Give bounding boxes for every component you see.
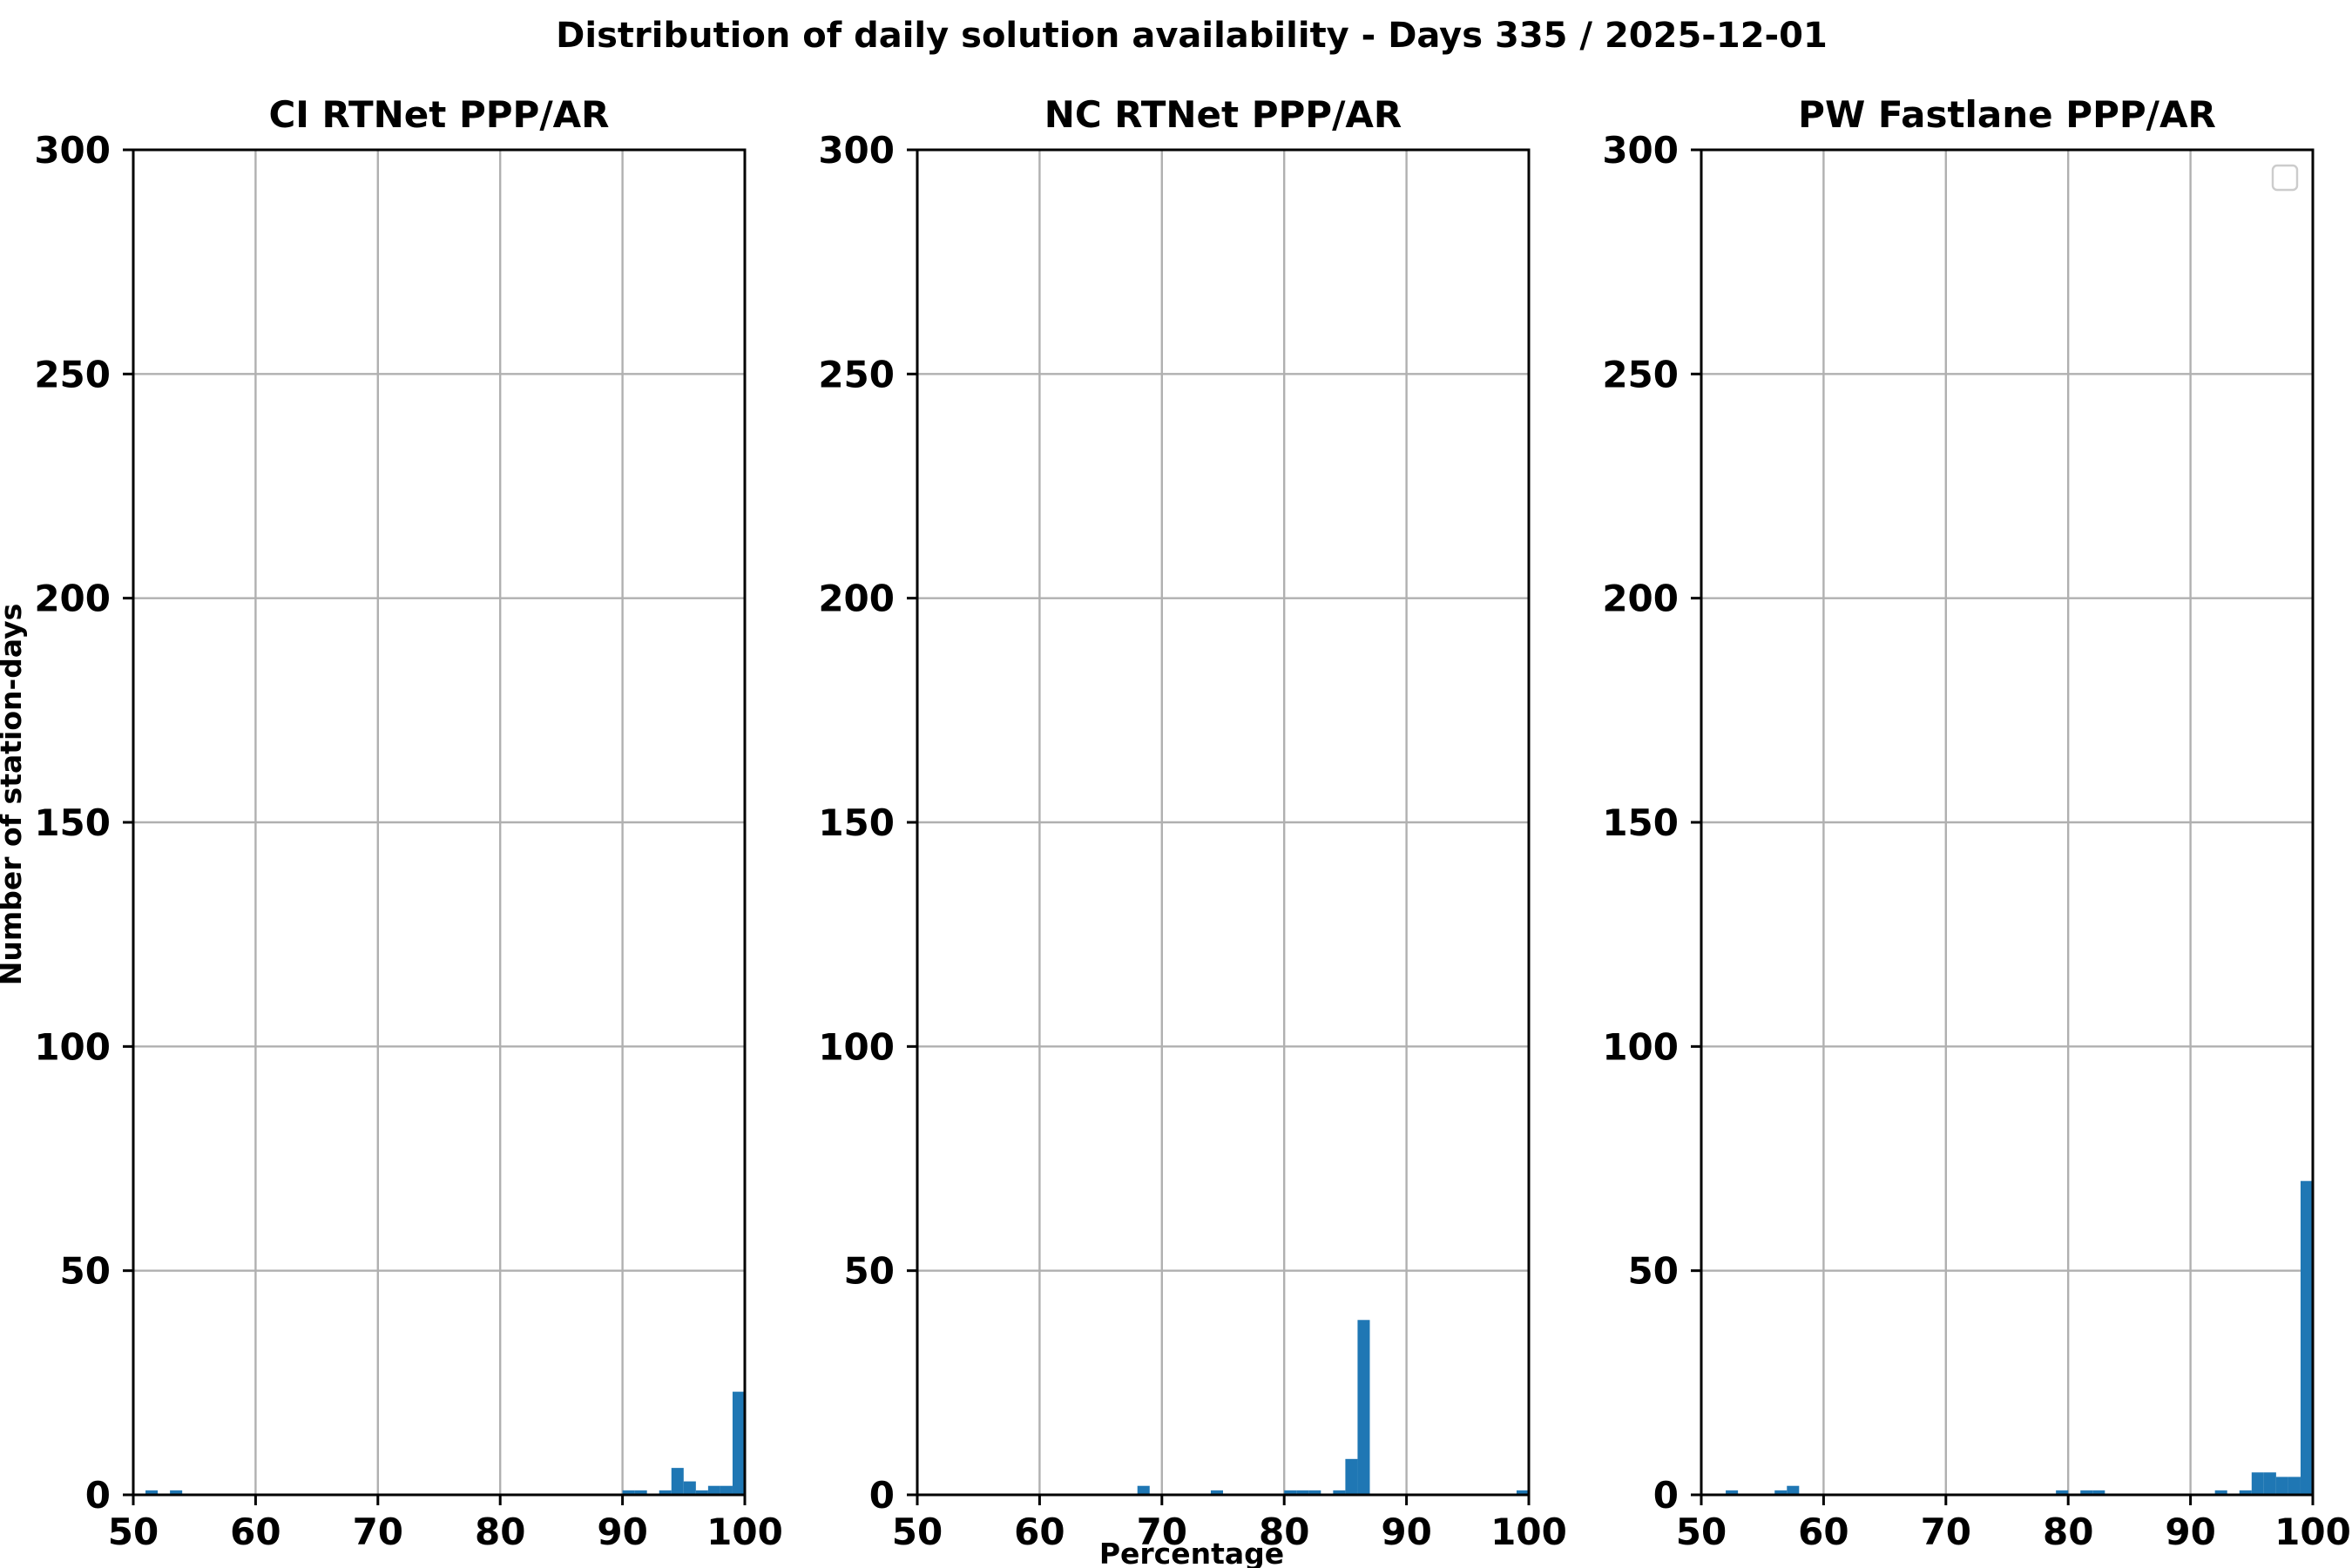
y-tick-label: 50 (844, 1250, 895, 1293)
y-tick-label: 300 (818, 129, 895, 172)
histogram-bar (2239, 1490, 2252, 1495)
y-tick-label: 0 (85, 1474, 111, 1517)
histogram-bar (622, 1490, 635, 1495)
y-tick-label: 100 (34, 1025, 111, 1068)
panel-title: CI RTNet PPP/AR (268, 93, 609, 136)
y-tick-label: 200 (1602, 578, 1679, 620)
x-tick-label: 90 (597, 1511, 647, 1553)
y-tick-label: 200 (818, 578, 895, 620)
histogram-bar (1774, 1490, 1788, 1495)
histogram-bar (1137, 1485, 1150, 1495)
x-tick-label: 70 (1921, 1511, 1971, 1553)
histogram-bar (2092, 1490, 2105, 1495)
y-tick-label: 50 (60, 1250, 111, 1293)
histogram-bar (720, 1485, 733, 1495)
x-tick-label: 90 (1381, 1511, 1431, 1553)
y-tick-label: 150 (34, 801, 111, 844)
histogram-bar (732, 1391, 745, 1495)
x-tick-label: 100 (2274, 1511, 2351, 1553)
y-tick-label: 200 (34, 578, 111, 620)
y-tick-label: 300 (34, 129, 111, 172)
histogram-bar (170, 1490, 183, 1495)
histogram-bar (1516, 1490, 1529, 1495)
x-tick-label: 70 (1137, 1511, 1187, 1553)
histogram-bar (634, 1490, 647, 1495)
y-tick-label: 0 (869, 1474, 895, 1517)
x-tick-label: 50 (1676, 1511, 1727, 1553)
histogram-bar (1296, 1490, 1309, 1495)
histogram-bar (707, 1485, 720, 1495)
histogram-bar (2080, 1490, 2093, 1495)
x-tick-label: 90 (2165, 1511, 2215, 1553)
y-tick-label: 150 (1602, 801, 1679, 844)
y-tick-label: 250 (34, 353, 111, 395)
x-tick-label: 100 (1490, 1511, 1567, 1553)
x-tick-label: 70 (353, 1511, 403, 1553)
legend-box (2271, 164, 2299, 192)
y-tick-label: 300 (1602, 129, 1679, 172)
x-tick-label: 80 (2043, 1511, 2093, 1553)
y-tick-label: 100 (818, 1025, 895, 1068)
x-tick-label: 60 (230, 1511, 280, 1553)
x-tick-label: 50 (108, 1511, 159, 1553)
histogram-bar (2214, 1490, 2227, 1495)
x-tick-label: 100 (706, 1511, 783, 1553)
histogram-bar (2275, 1477, 2288, 1495)
histogram-bar (2288, 1477, 2301, 1495)
histogram-bar (1726, 1490, 1739, 1495)
histogram-bar (1357, 1320, 1370, 1495)
y-tick-label: 250 (818, 353, 895, 395)
histogram-bar (1308, 1490, 1321, 1495)
histogram-bar (2300, 1180, 2313, 1495)
panel-title: PW Fastlane PPP/AR (1798, 93, 2216, 136)
y-tick-label: 50 (1628, 1250, 1679, 1293)
histogram-bar (659, 1490, 672, 1495)
x-axis-label: Percentage (1099, 1537, 1284, 1568)
histogram-bar (145, 1490, 159, 1495)
histogram-bar (2056, 1490, 2069, 1495)
panel-title: NC RTNet PPP/AR (1044, 93, 1402, 136)
histogram-bar (683, 1481, 696, 1495)
histogram-bar (1787, 1485, 1800, 1495)
y-tick-label: 100 (1602, 1025, 1679, 1068)
histogram-bar (2251, 1472, 2264, 1495)
x-tick-label: 50 (892, 1511, 943, 1553)
histogram-bar (2263, 1472, 2276, 1495)
y-axis-label: Number of station-days (0, 604, 28, 985)
histogram-bar (1210, 1490, 1223, 1495)
histogram-bar (1345, 1458, 1358, 1495)
y-tick-label: 0 (1653, 1474, 1679, 1517)
histogram-bar (695, 1490, 708, 1495)
histogram-bar (1333, 1490, 1346, 1495)
x-tick-label: 80 (475, 1511, 525, 1553)
figure-title: Distribution of daily solution availabil… (556, 16, 1828, 56)
histogram-bar (1284, 1490, 1297, 1495)
histogram-bar (671, 1468, 684, 1495)
y-tick-label: 150 (818, 801, 895, 844)
x-tick-label: 80 (1259, 1511, 1309, 1553)
x-tick-label: 60 (1014, 1511, 1064, 1553)
x-tick-label: 60 (1798, 1511, 1848, 1553)
y-tick-label: 250 (1602, 353, 1679, 395)
